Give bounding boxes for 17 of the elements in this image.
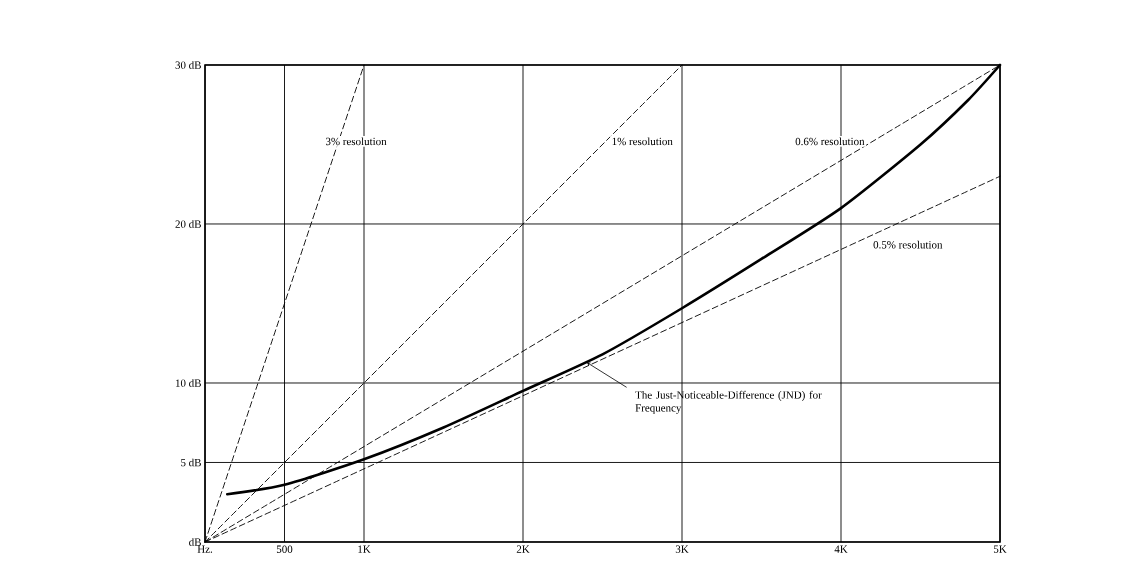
x-tick-label: 1K bbox=[358, 545, 371, 553]
series-label: 0.5% resolution bbox=[873, 240, 943, 249]
annotation: The Just-Noticeable-Difference (JND) for Frequency bbox=[635, 390, 822, 414]
x-tick-label: Hz. bbox=[197, 545, 213, 553]
series-label: 0.6% resolution bbox=[795, 137, 865, 146]
x-tick-label: 500 bbox=[276, 545, 293, 553]
y-tick-label: 10 dB bbox=[175, 379, 201, 387]
y-tick-label: 20 dB bbox=[175, 220, 201, 228]
x-tick-label: 3K bbox=[675, 545, 689, 553]
y-tick-label: 5 dB bbox=[181, 458, 201, 467]
x-tick-label: 5K bbox=[993, 545, 1007, 553]
y-tick-label: dB bbox=[189, 538, 201, 546]
series-label: 1% resolution bbox=[612, 137, 673, 146]
x-tick-label: 4K bbox=[834, 545, 848, 553]
series-label: 3% resolution bbox=[326, 137, 387, 146]
x-tick-label: 2K bbox=[516, 545, 530, 553]
y-tick-label: 30 dB bbox=[175, 61, 201, 69]
